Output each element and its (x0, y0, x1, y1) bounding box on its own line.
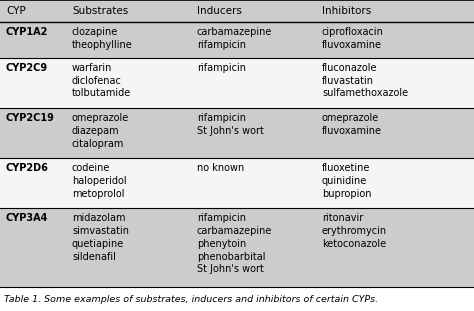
Text: CYP: CYP (6, 6, 26, 16)
Text: CYP3A4: CYP3A4 (6, 213, 48, 223)
Text: no known: no known (197, 163, 244, 173)
Bar (0, 287, 474, 311)
Bar (0, 22, 474, 58)
Text: Substrates: Substrates (72, 6, 128, 16)
Bar (0, 108, 474, 158)
Text: rifampicin: rifampicin (197, 63, 246, 73)
Text: clozapine
theophylline: clozapine theophylline (72, 27, 133, 50)
Text: fluoxetine
quinidine
bupropion: fluoxetine quinidine bupropion (322, 163, 372, 199)
Text: ritonavir
erythromycin
ketoconazole: ritonavir erythromycin ketoconazole (322, 213, 387, 249)
Text: ciprofloxacin
fluvoxamine: ciprofloxacin fluvoxamine (322, 27, 384, 50)
Text: CYP2C19: CYP2C19 (6, 113, 55, 123)
Text: rifampicin
carbamazepine
phenytoin
phenobarbital
St John's wort: rifampicin carbamazepine phenytoin pheno… (197, 213, 273, 274)
Text: fluconazole
fluvastatin
sulfamethoxazole: fluconazole fluvastatin sulfamethoxazole (322, 63, 408, 99)
Text: Inducers: Inducers (197, 6, 242, 16)
Text: codeine
haloperidol
metoprolol: codeine haloperidol metoprolol (72, 163, 127, 199)
Bar (0, 0, 474, 22)
Text: midazolam
simvastatin
quetiapine
sildenafil: midazolam simvastatin quetiapine sildena… (72, 213, 129, 262)
Text: rifampicin
St John's wort: rifampicin St John's wort (197, 113, 264, 136)
Text: CYP2C9: CYP2C9 (6, 63, 48, 73)
Text: Inhibitors: Inhibitors (322, 6, 371, 16)
Text: CYP1A2: CYP1A2 (6, 27, 48, 37)
Bar (0, 158, 474, 208)
Text: warfarin
diclofenac
tolbutamide: warfarin diclofenac tolbutamide (72, 63, 131, 99)
Text: omeprazole
diazepam
citalopram: omeprazole diazepam citalopram (72, 113, 129, 149)
Bar (0, 58, 474, 108)
Text: CYP2D6: CYP2D6 (6, 163, 49, 173)
Text: carbamazepine
rifampicin: carbamazepine rifampicin (197, 27, 273, 50)
Bar (0, 208, 474, 287)
Text: omeprazole
fluvoxamine: omeprazole fluvoxamine (322, 113, 382, 136)
Text: Table 1. Some examples of substrates, inducers and inhibitors of certain CYPs.: Table 1. Some examples of substrates, in… (4, 295, 378, 304)
